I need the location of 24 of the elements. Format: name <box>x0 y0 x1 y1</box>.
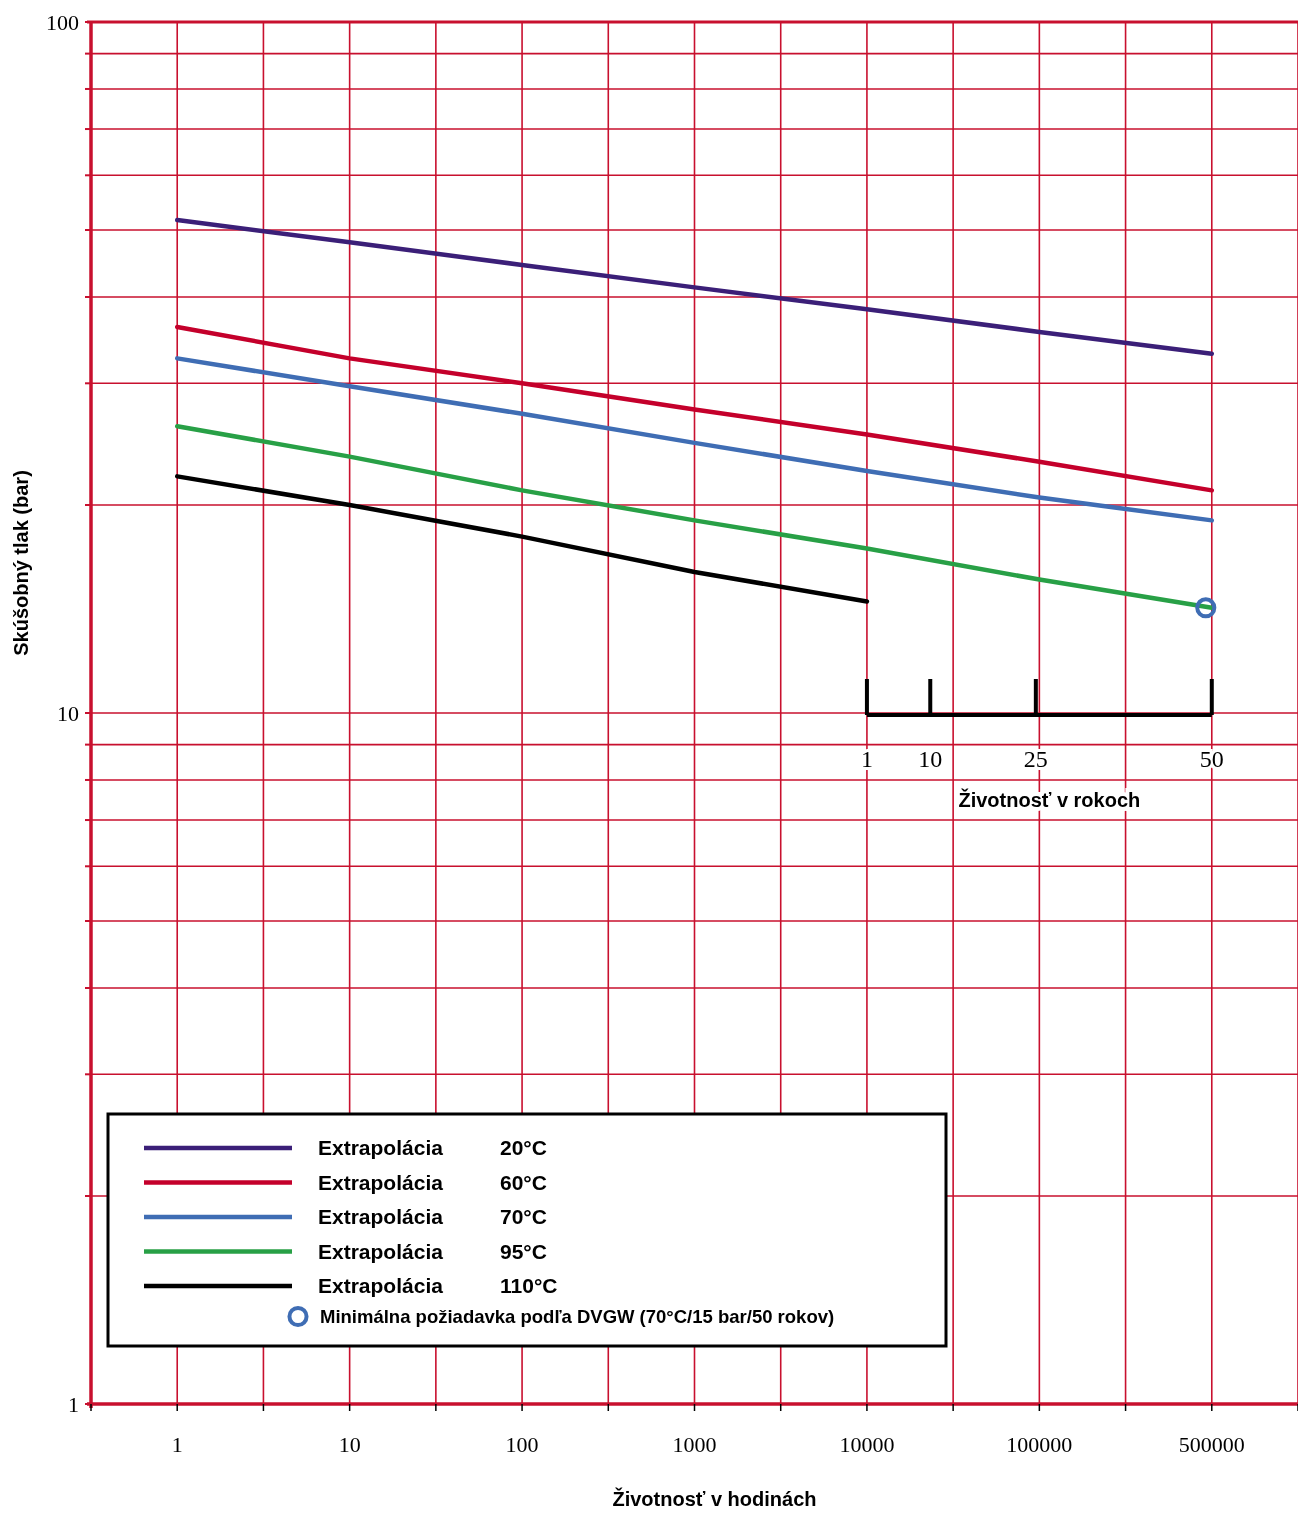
x-axis-title: Životnosť v hodinách <box>612 1487 817 1510</box>
y-tick-label: 10 <box>57 700 79 726</box>
x-tick-label: 100000 <box>1006 1432 1073 1457</box>
y-tick-label: 100 <box>46 9 79 35</box>
text: Extrapolácia 60°C <box>318 1170 547 1194</box>
x-tick-label: 1000 <box>672 1432 717 1457</box>
y-axis-title: Skúšobný tlak (bar) <box>10 470 32 656</box>
line-series <box>174 474 870 604</box>
x-tick-label: 100 <box>505 1432 539 1457</box>
x-tick-label: 1 <box>171 1432 183 1457</box>
legend-label: Minimálna požiadavka podľa DVGW (70°C/15 bar/50 rokov) <box>320 1305 835 1327</box>
x2-tick-label: 10 <box>918 746 943 772</box>
line-series <box>174 324 1215 493</box>
line-series <box>174 356 1215 523</box>
text: Extrapolácia 110°C <box>318 1274 558 1298</box>
x-tick-label: 10000 <box>839 1432 895 1457</box>
x-tick-label: 10 <box>338 1432 361 1457</box>
y-tick-label: 1 <box>68 1391 79 1417</box>
text: Extrapolácia 95°C <box>318 1239 547 1263</box>
x-tick-label: 500000 <box>1178 1432 1245 1457</box>
line-series <box>174 217 1215 357</box>
line-series <box>174 424 1215 611</box>
text: Extrapolácia 20°C <box>318 1136 547 1160</box>
text: Extrapolácia 70°C <box>318 1205 547 1229</box>
